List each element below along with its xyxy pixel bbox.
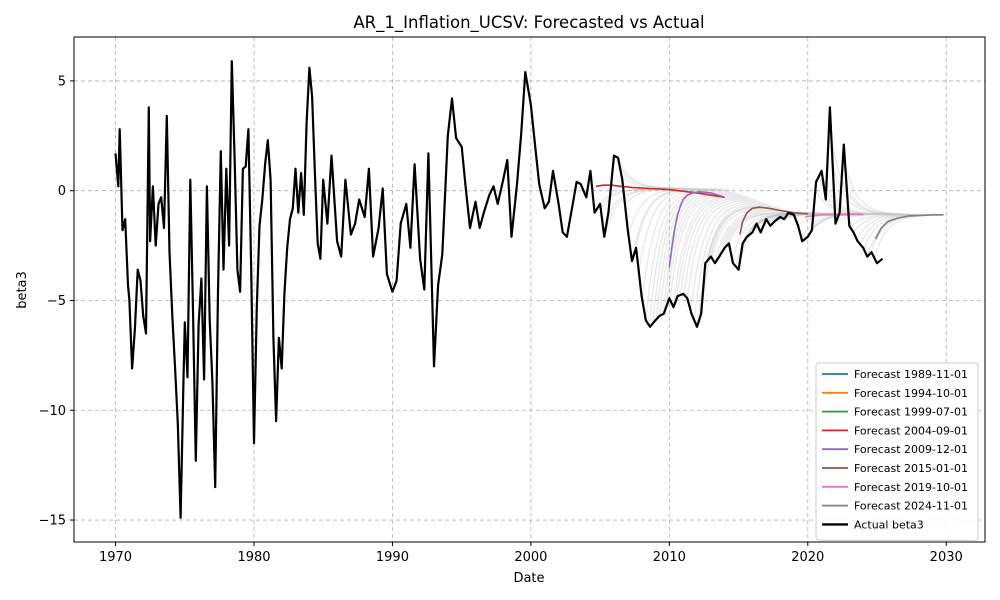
forecast-line bbox=[874, 214, 944, 240]
background-forecast-line bbox=[672, 194, 743, 308]
legend-label: Forecast 2009-12-01 bbox=[854, 443, 968, 456]
background-forecast-line bbox=[783, 212, 854, 220]
background-forecast-line bbox=[721, 211, 792, 253]
background-forecast-line bbox=[648, 188, 719, 326]
x-tick-label: 1970 bbox=[99, 550, 132, 565]
background-forecast-line bbox=[845, 184, 916, 216]
background-forecast-line bbox=[690, 200, 760, 312]
background-forecast-line bbox=[652, 188, 722, 324]
background-forecast-line bbox=[631, 188, 702, 262]
grid bbox=[74, 37, 985, 542]
plot-area-frame bbox=[73, 36, 986, 543]
legend-label: Forecast 2019-10-01 bbox=[854, 481, 968, 494]
background-forecast-line bbox=[849, 213, 920, 228]
y-tick-label: 5 bbox=[58, 74, 66, 89]
y-tick-label: 0 bbox=[58, 184, 66, 199]
x-tick-label: 2010 bbox=[653, 550, 686, 565]
legend-label: Forecast 1999-07-01 bbox=[854, 406, 968, 419]
background-forecast-line bbox=[676, 195, 747, 298]
background-forecast-line bbox=[627, 187, 698, 236]
x-axis: 1970 1980 1990 2000 2010 2020 2030 bbox=[99, 542, 963, 565]
background-forecast-line bbox=[641, 188, 712, 301]
legend-box bbox=[815, 362, 979, 541]
background-forecast-line bbox=[703, 205, 774, 272]
background-forecast-line bbox=[724, 212, 795, 248]
background-forecast-line bbox=[814, 189, 885, 215]
x-tick-label: 2000 bbox=[514, 550, 547, 565]
background-forecast-line bbox=[818, 176, 889, 215]
background-forecast-line bbox=[807, 213, 878, 237]
x-axis-label: Date bbox=[513, 571, 544, 586]
background-forecast-line bbox=[638, 188, 709, 273]
background-forecast-line bbox=[693, 201, 764, 321]
background-forecast-line bbox=[621, 175, 691, 190]
legend: Forecast 1989-11-01 Forecast 1994-10-01 Fo… bbox=[815, 362, 979, 541]
legend-label: Forecast 2004-09-01 bbox=[854, 424, 968, 437]
background-forecast-line bbox=[728, 212, 799, 244]
forecast-line bbox=[668, 190, 725, 268]
background-forecast-line bbox=[658, 189, 729, 316]
y-tick-label: −15 bbox=[39, 514, 66, 529]
legend-label: Forecast 2015-01-01 bbox=[854, 462, 968, 475]
background-forecast-line bbox=[697, 203, 767, 325]
highlighted-forecast-lines bbox=[595, 184, 944, 268]
background-forecast-line bbox=[842, 155, 913, 216]
background-forecast-line bbox=[686, 199, 757, 299]
y-tick-label: −5 bbox=[47, 294, 66, 309]
background-forecast-line bbox=[662, 190, 733, 315]
background-forecast-line bbox=[683, 198, 754, 295]
background-forecast-line bbox=[669, 193, 740, 300]
background-forecast-line bbox=[655, 188, 726, 320]
chart-title: AR_1_Inflation_UCSV: Forecasted vs Actua… bbox=[353, 13, 704, 33]
background-forecast-line bbox=[832, 165, 902, 215]
x-tick-label: 2020 bbox=[791, 550, 824, 565]
x-tick-label: 2030 bbox=[930, 550, 963, 565]
background-forecast-line bbox=[717, 209, 788, 258]
background-forecast-line bbox=[634, 188, 705, 251]
x-tick-label: 1980 bbox=[237, 550, 270, 565]
forecast-line bbox=[804, 213, 864, 218]
legend-label: Forecast 2024-11-01 bbox=[854, 500, 968, 513]
background-forecast-line bbox=[763, 212, 833, 227]
background-forecast-line bbox=[665, 192, 736, 307]
x-tick-label: 1990 bbox=[376, 550, 409, 565]
y-axis-label: beta3 bbox=[15, 271, 30, 309]
background-forecast-line bbox=[679, 196, 750, 296]
legend-label: Forecast 1989-11-01 bbox=[854, 368, 968, 381]
background-forecast-line bbox=[617, 157, 688, 190]
y-axis: −15 −10 −5 0 5 bbox=[39, 74, 74, 529]
y-tick-label: −10 bbox=[39, 404, 66, 419]
background-forecast-line bbox=[852, 214, 923, 233]
actual-series bbox=[114, 60, 884, 519]
legend-label: Actual beta3 bbox=[854, 518, 924, 531]
actual-line bbox=[114, 60, 884, 519]
background-forecast-line bbox=[613, 155, 684, 190]
forecast-line bbox=[595, 184, 725, 199]
background-forecast-line bbox=[645, 188, 716, 321]
background-forecast-line bbox=[825, 199, 895, 215]
background-forecast-line bbox=[700, 204, 771, 314]
legend-label: Forecast 1994-10-01 bbox=[854, 387, 968, 400]
